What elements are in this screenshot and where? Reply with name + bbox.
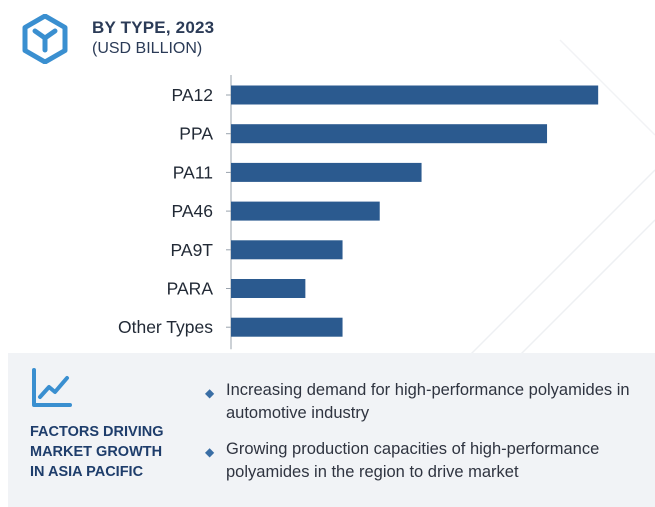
diamond-bullet-icon: ◆ — [205, 445, 215, 459]
factors-panel: FACTORS DRIVING MARKET GROWTH IN ASIA PA… — [8, 353, 655, 507]
factors-title: FACTORS DRIVING MARKET GROWTH IN ASIA PA… — [30, 422, 200, 482]
trend-line-chart-icon — [32, 368, 72, 407]
category-label: PA46 — [171, 201, 213, 221]
bar-pa12 — [231, 85, 599, 105]
bar-ppa — [231, 124, 548, 144]
bar-chart: PA12 PPA PA11 PA46 PA9T PARA Other Types — [118, 75, 599, 350]
chart-subtitle: (USD BILLION) — [92, 40, 203, 57]
bar-para — [231, 279, 306, 298]
factor-text: Increasing demand for high-performance p… — [226, 381, 630, 422]
factors-title-line: MARKET GROWTH — [30, 444, 163, 460]
category-label: PPA — [179, 124, 213, 144]
factor-item: ◆ Increasing demand for high-performance… — [203, 379, 653, 425]
bar-pa9t — [231, 240, 343, 260]
category-label: PA9T — [171, 240, 214, 260]
chart-header: BY TYPE, 2023 (USD BILLION) — [20, 10, 420, 70]
factors-list: ◆ Increasing demand for high-performance… — [203, 379, 653, 497]
factors-title-line: FACTORS DRIVING — [30, 424, 164, 440]
bar-pa46 — [231, 201, 380, 221]
diamond-bullet-icon: ◆ — [205, 386, 215, 400]
category-label: Other Types — [118, 317, 213, 337]
category-label: PA11 — [173, 162, 213, 182]
factor-item: ◆ Growing production capacities of high-… — [203, 438, 653, 484]
factors-title-line: IN ASIA PACIFIC — [30, 464, 144, 480]
hexagon-y-logo-icon — [22, 14, 68, 64]
chart-title: BY TYPE, 2023 — [92, 18, 215, 37]
category-label: PA12 — [171, 85, 213, 105]
bar-other-types — [231, 317, 343, 337]
factor-text: Growing production capacities of high-pe… — [226, 440, 600, 481]
category-label: PARA — [167, 279, 214, 299]
bar-pa11 — [231, 162, 422, 182]
